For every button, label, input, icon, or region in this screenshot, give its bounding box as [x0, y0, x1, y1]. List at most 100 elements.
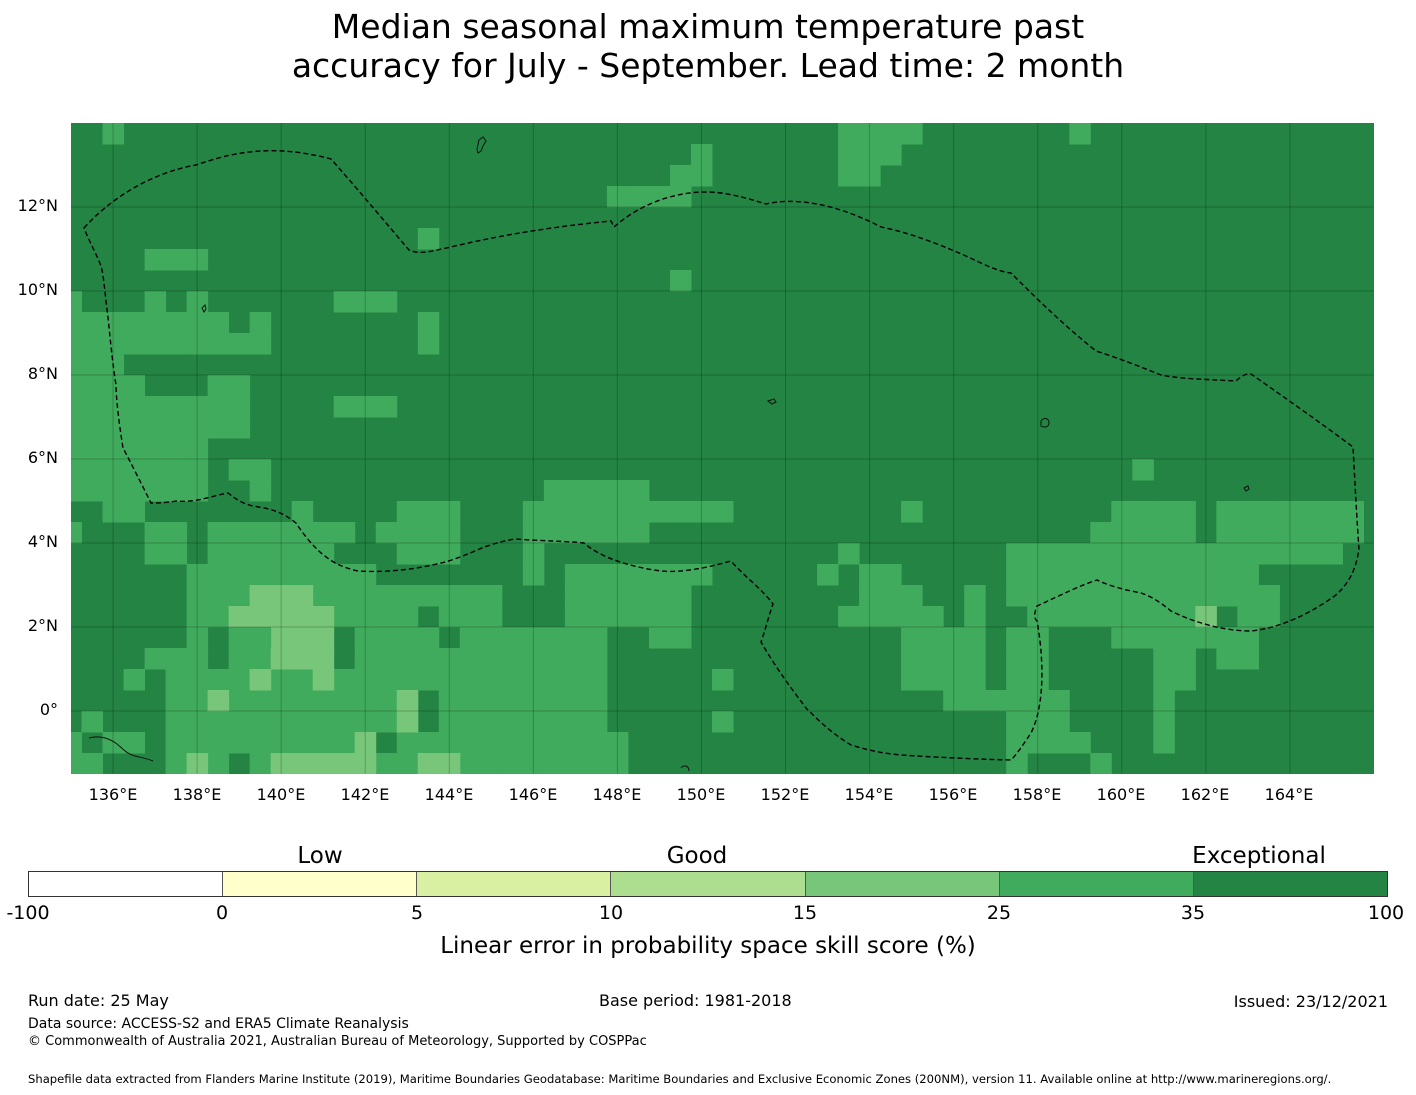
skill-cell [438, 606, 461, 628]
skill-cell [71, 417, 83, 439]
skill-cell [417, 753, 440, 774]
skill-cell [186, 585, 209, 607]
skill-cell [1216, 543, 1238, 565]
skill-cell [606, 732, 629, 754]
skill-cell [102, 375, 125, 397]
skill-cell [354, 606, 377, 628]
skill-cell [438, 732, 461, 754]
skill-cell [270, 711, 293, 733]
skill-cell [480, 711, 503, 733]
skill-cell [564, 669, 587, 691]
colorbar-tick-5: 5 [410, 902, 424, 924]
skill-cell [1237, 501, 1259, 523]
skill-cell [1153, 522, 1175, 544]
run-date: Run date: 25 May [28, 991, 169, 1010]
skill-cell [417, 732, 440, 754]
skill-cell [396, 606, 419, 628]
skill-cell [606, 564, 629, 586]
skill-cell [270, 732, 293, 754]
skill-cell [354, 648, 377, 670]
skill-cell [501, 711, 524, 733]
skill-cell [1006, 585, 1028, 607]
skill-cell [859, 144, 881, 166]
skill-cell [312, 585, 335, 607]
skill-cell [438, 501, 461, 523]
skill-cell [291, 606, 314, 628]
skill-cell [522, 690, 545, 712]
skill-cell [186, 249, 209, 271]
lat-label-12n: 12°N [17, 196, 58, 215]
skill-cell [1300, 543, 1322, 565]
skill-cell [71, 438, 83, 460]
skill-cell [922, 669, 944, 691]
skill-cell [1048, 690, 1070, 712]
colorbar-tick-15: 15 [792, 902, 818, 924]
skill-cell [249, 711, 272, 733]
colorbar-tick-minus100: -100 [6, 902, 50, 924]
skill-cell [186, 396, 209, 418]
skill-cell [1279, 501, 1301, 523]
skill-cell [375, 648, 398, 670]
skill-cell [291, 732, 314, 754]
palau-island [201, 304, 207, 313]
skill-cell [438, 543, 461, 565]
skill-cell [228, 333, 251, 355]
skill-cell [312, 627, 335, 649]
skill-cell [838, 543, 860, 565]
skill-cell [417, 648, 440, 670]
skill-cell [1090, 543, 1112, 565]
skill-cell [1237, 648, 1259, 670]
lon-label-162e: 162°E [1180, 785, 1230, 804]
skill-cell [1174, 585, 1196, 607]
skill-cell [165, 438, 188, 460]
skill-cell [333, 690, 356, 712]
skill-cell [817, 564, 839, 586]
skill-cell [123, 417, 146, 439]
skill-cell [81, 753, 104, 774]
skill-cell [1069, 543, 1091, 565]
skill-cell [270, 690, 293, 712]
skill-cell [144, 333, 167, 355]
skill-cell [459, 585, 482, 607]
skill-cell [438, 648, 461, 670]
skill-cell [543, 648, 566, 670]
skill-cell [228, 459, 251, 481]
lon-label-146e: 146°E [508, 785, 558, 804]
skill-cell [1090, 522, 1112, 544]
skill-cell [165, 333, 188, 355]
skill-cell [375, 627, 398, 649]
skill-cell [186, 648, 209, 670]
skill-cell [459, 669, 482, 691]
skill-cell [102, 438, 125, 460]
skill-cell [354, 711, 377, 733]
skill-cell [859, 123, 881, 145]
skill-cell [228, 396, 251, 418]
skill-cell [291, 669, 314, 691]
skill-cell [102, 459, 125, 481]
skill-cell [943, 648, 965, 670]
skill-cell [480, 627, 503, 649]
skill-cell [102, 501, 125, 523]
skill-cell [901, 627, 923, 649]
skill-cell [144, 312, 167, 334]
skill-cell [270, 669, 293, 691]
skill-cell [396, 753, 419, 774]
skill-cell [543, 501, 566, 523]
skill-cell [1027, 585, 1049, 607]
colorbar-tick-25: 25 [986, 902, 1012, 924]
skill-cell [501, 669, 524, 691]
skill-cell [228, 606, 251, 628]
skill-cell [964, 627, 986, 649]
skill-cell [228, 627, 251, 649]
base-period: Base period: 1981-2018 [599, 991, 792, 1010]
skill-cell [880, 144, 902, 166]
skill-cell [165, 396, 188, 418]
skill-cell [417, 333, 440, 355]
skill-cell [81, 312, 104, 334]
skill-cell [1027, 732, 1049, 754]
skill-cell [144, 249, 167, 271]
skill-cell [901, 606, 923, 628]
skill-cell [102, 123, 125, 145]
skill-cell [1216, 522, 1238, 544]
colorbar-segment-3 [417, 872, 612, 896]
